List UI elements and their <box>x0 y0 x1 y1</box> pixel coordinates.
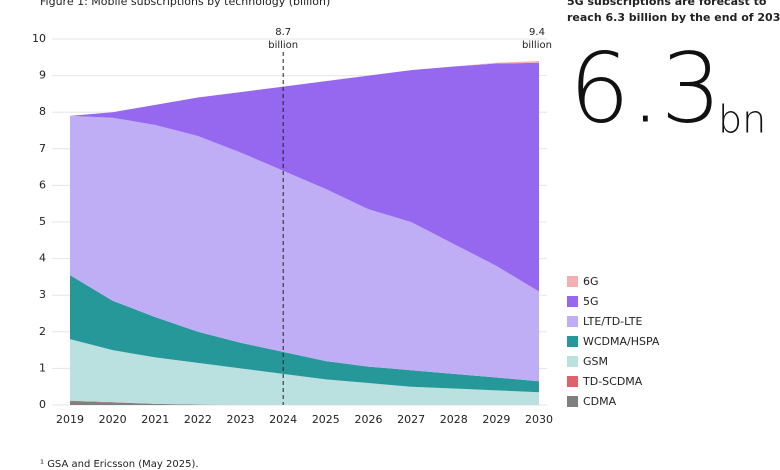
legend-label: WCDMA/HSPA <box>583 335 660 348</box>
headline: reach 6.3 billion by the end of 2030. <box>567 11 780 24</box>
area <box>70 275 539 393</box>
annotation-value: 8.7 <box>275 27 291 38</box>
x-tick-label: 2024 <box>269 413 297 426</box>
y-tick-label: 1 <box>39 361 46 374</box>
legend-swatch <box>567 376 578 387</box>
legend-label: GSM <box>583 355 608 368</box>
x-tick-label: 2026 <box>354 413 382 426</box>
chart-title: Figure 1: Mobile subscriptions by techno… <box>40 0 330 8</box>
y-tick-label: 10 <box>32 32 46 45</box>
y-tick-label: 3 <box>39 288 46 301</box>
legend-label: 6G <box>583 275 599 288</box>
legend-label: CDMA <box>583 395 617 408</box>
x-tick-label: 2028 <box>440 413 468 426</box>
x-tick-label: 2027 <box>397 413 425 426</box>
legend-label: 5G <box>583 295 599 308</box>
annotation-unit: billion <box>268 40 298 51</box>
area <box>70 339 539 405</box>
legend-swatch <box>567 356 578 367</box>
legend-swatch <box>567 396 578 407</box>
y-tick-label: 0 <box>39 398 46 411</box>
x-tick-label: 2019 <box>56 413 84 426</box>
headline-value: 6.3 <box>569 32 722 144</box>
x-tick-label: 2029 <box>482 413 510 426</box>
legend-swatch <box>567 336 578 347</box>
legend-swatch <box>567 276 578 287</box>
legend-swatch <box>567 296 578 307</box>
area <box>70 115 539 382</box>
y-tick-label: 5 <box>39 215 46 228</box>
area <box>70 62 539 292</box>
footnote: ¹ GSA and Ericsson (May 2025). <box>40 459 199 470</box>
y-tick-label: 2 <box>39 325 46 338</box>
x-tick-label: 2021 <box>141 413 169 426</box>
legend-swatch <box>567 316 578 327</box>
headline: 5G subscriptions are forecast to <box>567 0 767 8</box>
x-tick-label: 2025 <box>312 413 340 426</box>
annotation-value: 9.4 <box>529 27 545 38</box>
legend-label: TD-SCDMA <box>582 375 643 388</box>
y-tick-label: 9 <box>39 69 46 82</box>
x-tick-label: 2023 <box>227 413 255 426</box>
x-tick-label: 2020 <box>99 413 127 426</box>
y-tick-label: 6 <box>39 178 46 191</box>
y-tick-label: 7 <box>39 142 46 155</box>
legend-label: LTE/TD-LTE <box>583 315 642 328</box>
x-tick-label: 2022 <box>184 413 212 426</box>
y-tick-label: 8 <box>39 105 46 118</box>
headline-unit: bn <box>718 98 766 142</box>
annotation-unit: billion <box>522 40 552 51</box>
area <box>70 401 539 405</box>
x-tick-label: 2030 <box>525 413 553 426</box>
y-tick-label: 4 <box>39 252 46 265</box>
